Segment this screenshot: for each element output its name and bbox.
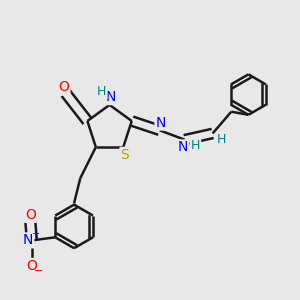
Text: +: + [31, 229, 39, 239]
Text: O: O [25, 208, 36, 222]
Text: O: O [26, 259, 37, 273]
Text: H: H [217, 133, 226, 146]
Text: S: S [121, 148, 129, 162]
Text: N: N [106, 90, 116, 104]
Text: −: − [33, 266, 43, 276]
Text: O: O [58, 80, 70, 94]
Text: H: H [97, 85, 106, 98]
Text: N: N [155, 116, 166, 130]
Text: N: N [178, 140, 188, 154]
Text: N: N [23, 233, 33, 248]
Text: H: H [191, 139, 200, 152]
